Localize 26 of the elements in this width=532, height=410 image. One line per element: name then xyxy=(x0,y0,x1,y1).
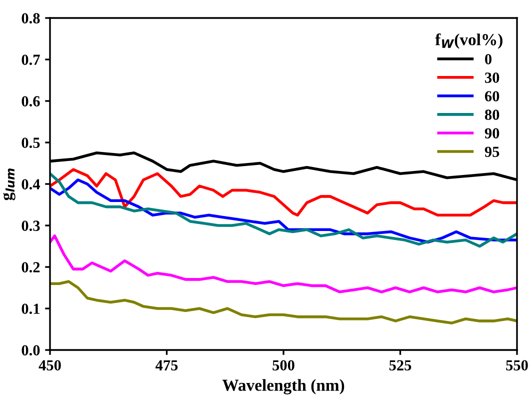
line-series xyxy=(50,234,517,294)
x-tick-label: 525 xyxy=(389,360,412,370)
y-tick-label: 0.4 xyxy=(22,179,40,190)
y-tick-label: 0.6 xyxy=(22,96,40,107)
y-tick-label: 0.0 xyxy=(22,345,40,356)
y-tick-label: 0.3 xyxy=(22,220,40,232)
legend-label: 60 xyxy=(484,91,500,102)
y-tick-label: 0.8 xyxy=(22,13,40,24)
x-tick-label: 475 xyxy=(156,360,178,370)
x-tick-label: 450 xyxy=(38,360,61,370)
line-series xyxy=(50,168,517,217)
x-axis-title: Wavelength (nm) xyxy=(222,379,344,394)
legend-label: 0 xyxy=(485,54,492,64)
y-tick-label: 0.2 xyxy=(22,262,40,273)
x-tick-label: 550 xyxy=(506,360,528,370)
y-axis-title: g$_{lum}$ xyxy=(3,168,16,200)
legend-label: 95 xyxy=(484,146,500,157)
y-tick-label: 0.7 xyxy=(22,54,40,66)
x-tick-label: 500 xyxy=(272,360,294,370)
legend-label: 80 xyxy=(484,110,500,120)
legend-title: f$_{W}$(vol%) xyxy=(435,33,502,49)
y-tick-label: 0.1 xyxy=(22,304,40,314)
y-tick-label: 0.5 xyxy=(22,138,40,148)
line-series xyxy=(50,280,517,324)
legend-label: 90 xyxy=(484,128,500,138)
legend-label: 30 xyxy=(485,72,500,83)
